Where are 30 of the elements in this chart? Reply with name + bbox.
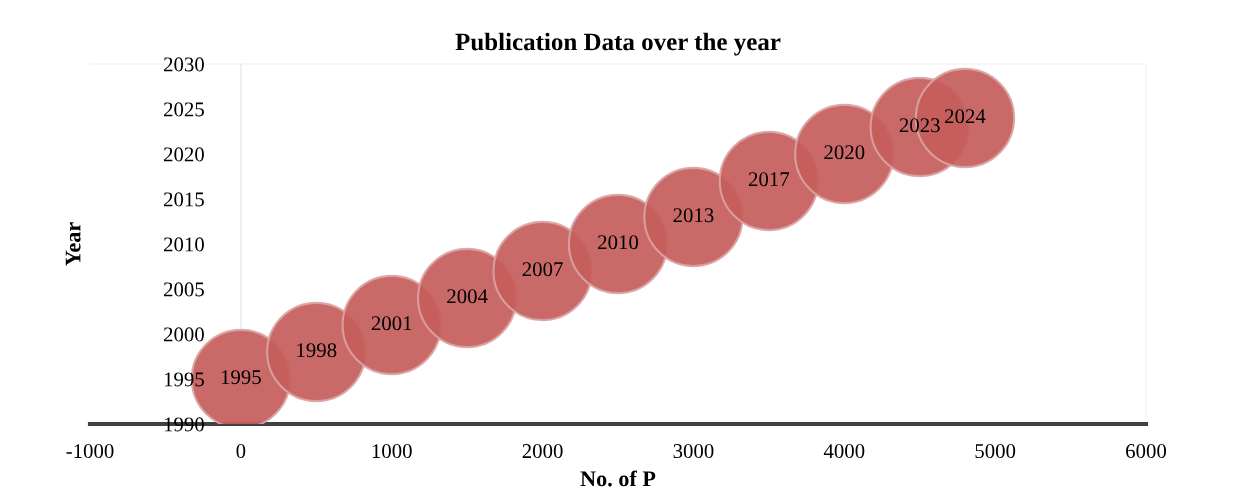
y-tick-label: 2020 xyxy=(163,147,204,162)
x-tick-label: 0 xyxy=(236,444,246,459)
x-tick-label: 1000 xyxy=(372,444,412,459)
y-axis-title: Year xyxy=(65,222,81,266)
y-tick-label: 2025 xyxy=(163,102,204,117)
x-tick-label: -1000 xyxy=(66,444,114,459)
data-label: 2007 xyxy=(522,262,563,277)
data-label: 2004 xyxy=(447,289,488,304)
y-tick-label: 2015 xyxy=(163,192,204,207)
data-label: 2013 xyxy=(673,208,714,223)
x-tick-label: 4000 xyxy=(823,444,865,459)
data-label: 2020 xyxy=(824,145,865,160)
x-axis-title: No. of P xyxy=(580,470,656,487)
data-label: 2017 xyxy=(748,172,790,187)
data-label: 2010 xyxy=(598,235,639,250)
data-label: 1995 xyxy=(221,370,261,385)
x-tick-label: 3000 xyxy=(673,444,714,459)
x-tick-label: 2000 xyxy=(522,444,563,459)
y-tick-label: 2010 xyxy=(163,237,204,252)
y-tick-label: 2005 xyxy=(163,282,204,297)
y-tick-label: 1990 xyxy=(164,417,204,432)
x-tick-label: 5000 xyxy=(975,444,1016,459)
data-label: 1998 xyxy=(297,343,337,358)
y-tick-label: 2030 xyxy=(163,57,204,72)
x-tick-label: 6000 xyxy=(1126,444,1167,459)
data-label: 2024 xyxy=(945,109,986,124)
chart-title: Publication Data over the year xyxy=(455,32,781,56)
data-label: 2023 xyxy=(899,118,940,133)
y-tick-label: 2000 xyxy=(163,327,204,342)
data-label: 2001 xyxy=(371,316,412,331)
